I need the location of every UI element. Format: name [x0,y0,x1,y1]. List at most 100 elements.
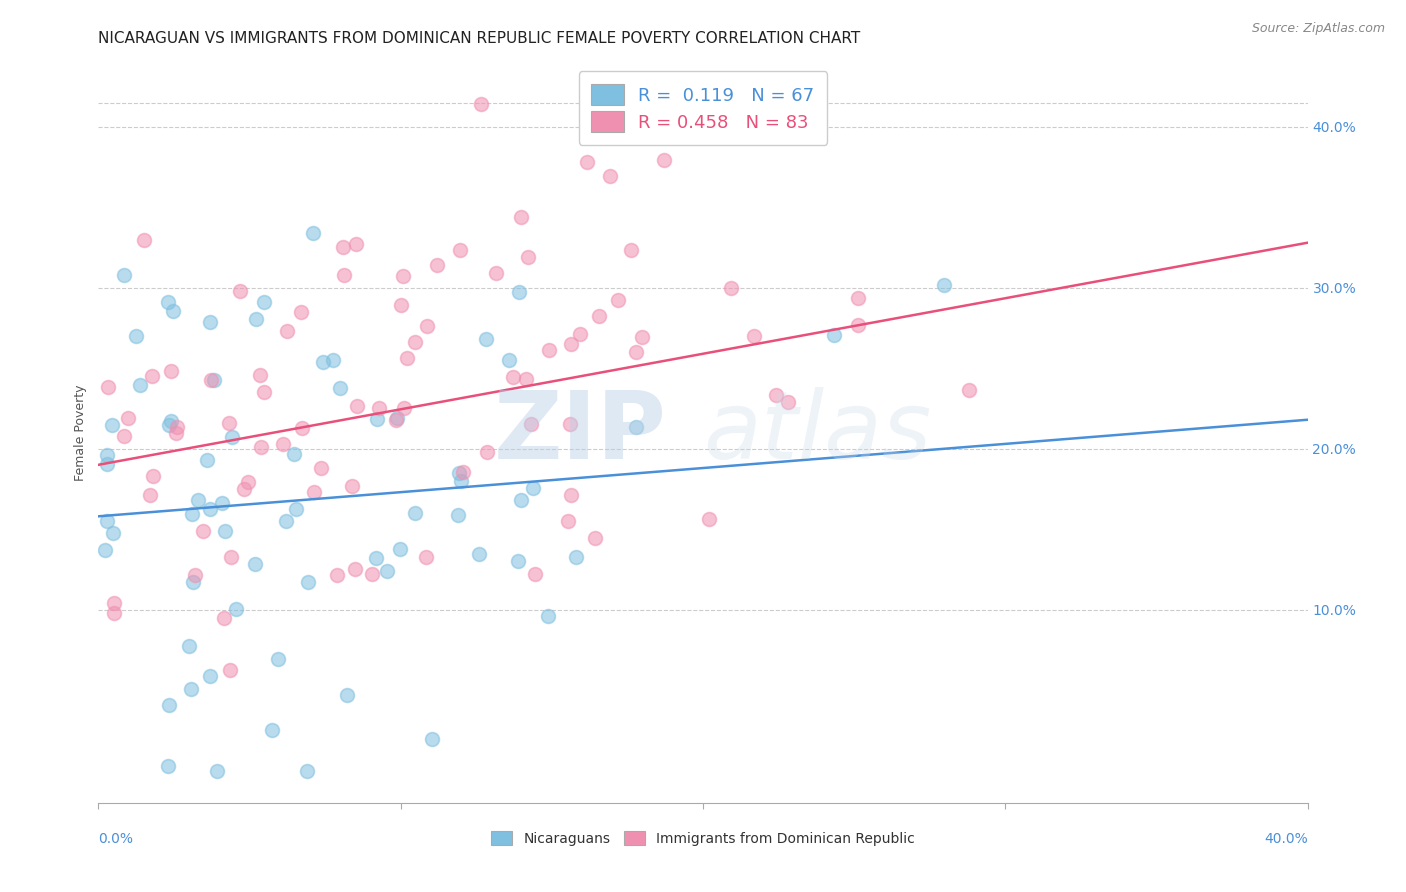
Point [575,154,598,169]
Point [128,377,150,392]
Point [283,447,305,461]
Point [537,609,560,624]
Point [200,669,222,683]
Point [415,549,437,564]
Point [558,417,581,432]
Text: NICARAGUAN VS IMMIGRANTS FROM DOMINICAN REPUBLIC FEMALE POVERTY CORRELATION CHAR: NICARAGUAN VS IMMIGRANTS FROM DOMINICAN … [98,31,860,46]
Point [211,496,233,510]
Point [957,383,980,397]
Point [262,723,284,737]
Point [202,373,225,387]
Point [846,318,869,332]
Point [96,448,118,462]
Point [157,698,180,712]
Point [720,281,742,295]
Point [295,764,318,778]
Point [560,337,582,351]
Point [198,315,221,329]
Point [340,478,363,492]
Point [219,549,242,564]
Point [467,548,489,562]
Point [322,353,344,368]
Point [301,226,323,240]
Point [470,96,492,111]
Point [271,437,294,451]
Point [565,549,588,564]
Point [475,445,498,459]
Point [344,561,367,575]
Point [498,353,520,368]
Point [200,502,222,516]
Point [620,243,643,257]
Point [160,414,183,428]
Point [776,395,799,409]
Point [652,153,675,167]
Point [569,326,592,341]
Text: ZIP: ZIP [494,386,666,479]
Point [181,507,204,521]
Point [297,575,319,590]
Point [392,401,415,415]
Point [304,485,326,500]
Point [166,420,188,434]
Point [103,607,125,621]
Point [253,294,276,309]
Point [599,169,621,183]
Point [447,466,470,480]
Text: 40.0%: 40.0% [1264,832,1308,847]
Point [626,420,648,434]
Point [274,514,297,528]
Point [523,566,546,581]
Point [333,268,356,282]
Point [451,465,474,479]
Point [583,532,606,546]
Y-axis label: Female Poverty: Female Poverty [75,384,87,481]
Point [252,385,274,400]
Point [538,343,561,357]
Point [742,328,765,343]
Point [420,731,443,746]
Point [117,410,139,425]
Point [139,487,162,501]
Point [344,236,367,251]
Point [522,481,544,495]
Point [96,514,118,528]
Point [214,524,236,538]
Point [404,506,426,520]
Point [560,488,582,502]
Point [276,324,298,338]
Point [290,305,312,319]
Point [284,501,307,516]
Point [249,368,271,382]
Point [508,285,530,299]
Point [205,764,228,778]
Point [475,332,498,346]
Point [181,574,204,589]
Point [191,524,214,538]
Point [510,492,533,507]
Point [765,388,787,402]
Point [218,416,240,430]
Point [245,312,267,326]
Point [200,373,222,387]
Point [142,468,165,483]
Point [125,329,148,343]
Point [326,567,349,582]
Point [312,355,335,369]
Point [184,567,207,582]
Point [132,234,155,248]
Point [225,602,247,616]
Point [267,652,290,666]
Point [103,525,125,540]
Point [160,363,183,377]
Point [697,512,720,526]
Point [309,460,332,475]
Point [392,269,415,284]
Legend: Nicaraguans, Immigrants from Dominican Republic: Nicaraguans, Immigrants from Dominican R… [485,825,921,851]
Point [336,688,359,702]
Point [238,475,260,489]
Point [112,429,135,443]
Point [425,258,447,272]
Point [449,243,471,257]
Point [291,421,314,435]
